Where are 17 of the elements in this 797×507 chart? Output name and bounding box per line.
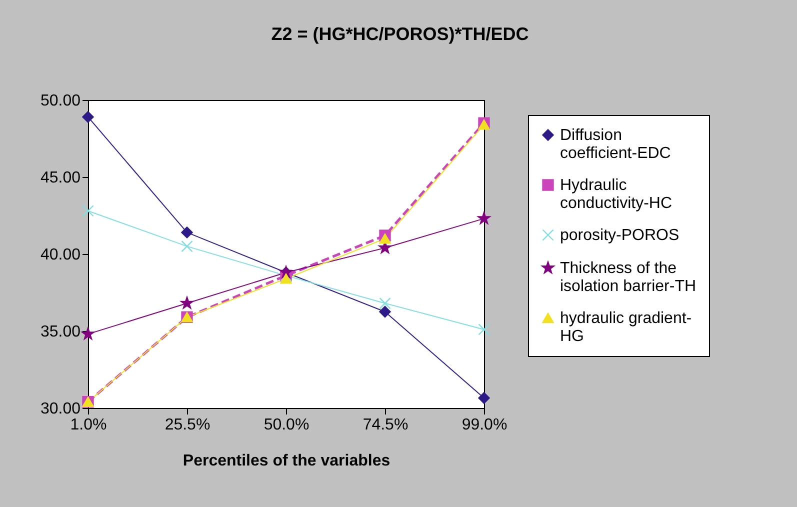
legend-label: porosity-POROS	[560, 227, 680, 244]
x-tick-label: 50.0%	[264, 416, 310, 434]
y-tick-label: 50.00	[40, 92, 81, 110]
legend-label: Thickness of the isolation barrier-TH	[560, 260, 696, 295]
legend-label: hydraulic gradient-HG	[560, 310, 692, 345]
y-tick-label: 40.00	[40, 246, 81, 264]
y-tick-label: 35.00	[40, 324, 81, 340]
chart-title: Z2 = (HG*HC/POROS)*TH/EDC	[271, 24, 529, 44]
x-tick-label: 99.0%	[462, 416, 508, 434]
x-tick-label: 1.0%	[70, 416, 107, 434]
x-axis-title: Percentiles of the variables	[182, 452, 390, 470]
y-tick-label: 45.00	[40, 170, 81, 186]
legend-label: Hydraulic conductivity-HC	[560, 177, 672, 212]
x-tick-label: 74.5%	[362, 416, 408, 434]
y-tick-label: 30.00	[40, 400, 81, 418]
legend-label: Diffusion coefficient-EDC	[560, 127, 671, 162]
x-tick-label: 25.5%	[164, 416, 210, 434]
